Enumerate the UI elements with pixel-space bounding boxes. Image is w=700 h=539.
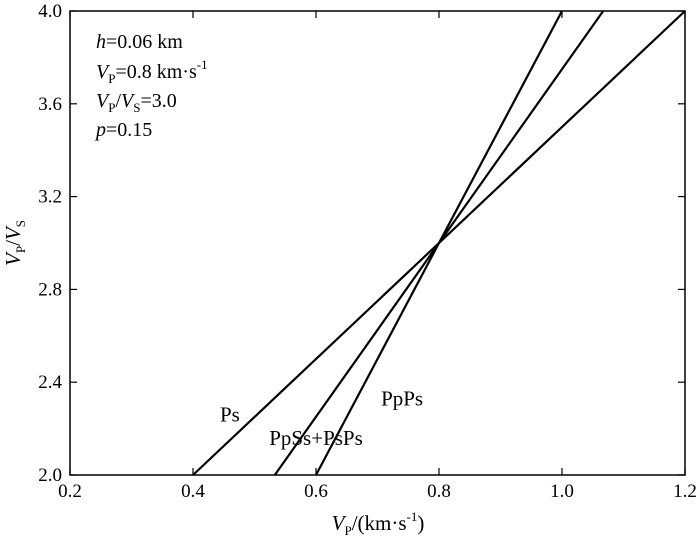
y-tick-label: 2.0: [38, 465, 62, 486]
x-tick-label: 1.0: [550, 481, 574, 502]
curve-label: Ps: [220, 403, 240, 427]
y-axis-title: VP/VS: [1, 220, 28, 266]
x-tick-label: 0.8: [427, 481, 451, 502]
x-tick-label: 0.4: [181, 481, 205, 502]
x-tick-label: 0.2: [58, 481, 82, 502]
y-tick-label: 3.6: [38, 94, 62, 115]
annotation-p: p=0.15: [94, 119, 152, 141]
plot-frame: [69, 10, 686, 476]
x-tick-label: 1.2: [673, 481, 697, 502]
annotation-h: h=0.06 km: [96, 31, 183, 53]
tick-labels: 0.2 0.4 0.6 0.8 1.0 1.2 2.0 2.4 2.8 3.2 3.6 4.0: [38, 1, 697, 502]
y-tick-label: 2.8: [38, 279, 62, 300]
y-tick-label: 4.0: [38, 1, 62, 22]
series-lines: [192, 10, 686, 476]
y-tick-label: 3.2: [38, 187, 62, 208]
annotation-vp: VP=0.8 km·s-1: [96, 57, 208, 86]
curve-label: PpPs: [381, 386, 423, 410]
curve-labels: Ps PpSs+PsPs PpPs: [220, 386, 423, 449]
series-line-ppps: [315, 10, 563, 476]
x-tick-label: 0.6: [304, 481, 328, 502]
x-axis-title: VP/(km·s-1): [332, 509, 425, 538]
annotation-vpvs: VP/VS=3.0: [96, 90, 177, 115]
y-tick-label: 2.4: [38, 372, 62, 393]
curve-label: PpSs+PsPs: [269, 426, 363, 450]
